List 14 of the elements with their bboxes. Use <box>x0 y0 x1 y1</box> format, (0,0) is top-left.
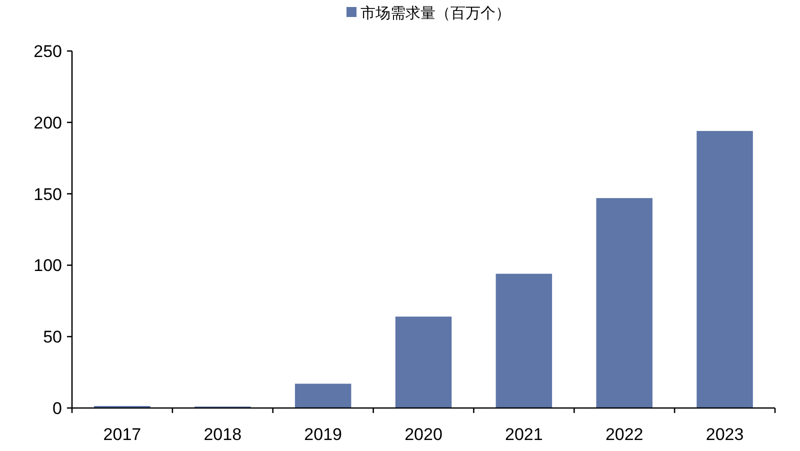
x-tick-label: 2022 <box>605 425 644 444</box>
y-tick-label: 200 <box>34 113 62 132</box>
x-tick-label: 2017 <box>103 425 142 444</box>
x-tick-label: 2018 <box>204 425 242 444</box>
x-tick-label: 2023 <box>706 425 744 444</box>
x-tick-label: 2021 <box>505 425 543 444</box>
legend-label: 市场需求量（百万个） <box>360 4 510 22</box>
y-tick-label: 250 <box>34 42 62 61</box>
y-tick-label: 100 <box>34 256 62 276</box>
y-tick-label: 0 <box>52 399 62 418</box>
y-tick-label: 50 <box>43 328 62 347</box>
x-tick-label: 2020 <box>404 425 442 444</box>
y-tick-label: 150 <box>34 184 62 204</box>
x-tick-label: 2019 <box>304 425 342 444</box>
